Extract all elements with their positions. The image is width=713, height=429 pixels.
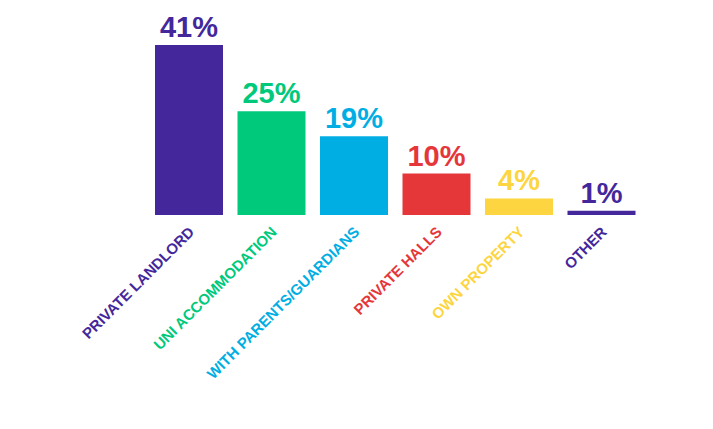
svg-text:PRIVATE LANDLORD: PRIVATE LANDLORD — [78, 223, 198, 342]
svg-text:4%: 4% — [498, 164, 540, 196]
svg-text:10%: 10% — [407, 140, 465, 172]
svg-text:41%: 41% — [160, 11, 218, 43]
svg-text:1%: 1% — [581, 177, 623, 209]
svg-text:19%: 19% — [325, 102, 383, 134]
svg-text:OTHER: OTHER — [561, 223, 610, 272]
svg-text:PRIVATE HALLS: PRIVATE HALLS — [350, 223, 445, 318]
svg-text:WITH PARENTS/GUARDIANS: WITH PARENTS/GUARDIANS — [203, 223, 362, 382]
svg-text:OWN PROPERTY: OWN PROPERTY — [428, 223, 527, 322]
svg-text:25%: 25% — [242, 77, 300, 109]
svg-text:UNI ACCOMMODATION: UNI ACCOMMODATION — [150, 223, 280, 353]
